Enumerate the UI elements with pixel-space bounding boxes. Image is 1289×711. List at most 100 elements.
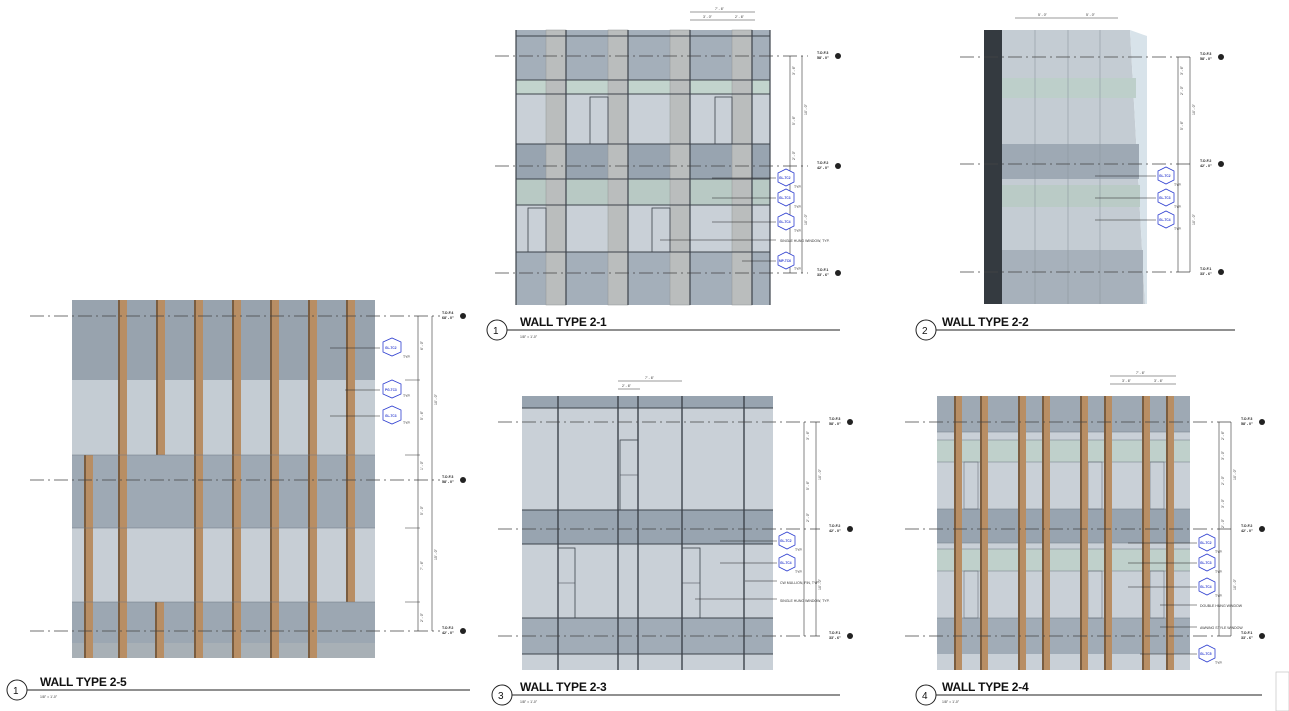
view-title: WALL TYPE 2-2 [942,315,1029,329]
wood-fin-edge [308,300,310,658]
mullion-grid [522,396,773,670]
level-name: T.O.F.3 [1200,52,1211,56]
dim-label: 6' - 0" [420,340,424,350]
level-name: T.O.F.3 [817,51,828,55]
dim-label: 10' - 0" [818,468,822,480]
material-tag-icon [1198,553,1216,572]
level-name: T.O.F.1 [829,631,840,635]
green-band [937,549,1190,571]
level-elevation: 42' - 0" [1200,164,1212,168]
dim-label: 3' - 6" [806,430,810,440]
level-elevation: 58' - 0" [1241,422,1253,426]
note: TYP. [1174,227,1181,231]
view-scale: 1/8" = 1'-0" [40,695,58,699]
wood-fin-edge [346,300,348,602]
level-target-icon [847,633,853,639]
spandrel-band [522,396,773,408]
wood-fin [1018,396,1026,670]
material-tag: GL-TC4 [1200,585,1212,589]
base-band [72,643,375,658]
level-name: T.O.F.4 [442,311,453,315]
view-scale: 1/8" = 1'-0" [520,335,538,339]
wood-fin-edge [156,300,158,455]
level-target-icon [1218,161,1224,167]
wood-fin-edge [954,396,956,670]
material-tag-icon [1198,577,1216,596]
material-tag: GL-TC4 [779,220,791,224]
level-elevation: 42' - 0" [829,529,841,533]
view-number: 3 [498,691,504,702]
material-tag: GL-TC3 [1200,561,1212,565]
wood-fin [308,300,317,658]
material-tag-icon [777,251,795,270]
wood-fin [954,396,962,670]
spandrel-band [522,510,773,544]
note: TYP. [1215,594,1222,598]
elevation-wall-type-2-2: 5' - 0" 5' - 0" 3' - 6" 2' - 0" 5' - 6" … [915,13,1235,341]
pilaster [607,29,629,306]
level-target-icon [1259,633,1265,639]
dim-label: 2' - 6" [735,15,745,19]
level-target-icon [835,163,841,169]
window-frame [714,96,733,145]
level-elevation: 42' - 0" [1241,529,1253,533]
elevation-wall-type-2-3: 7' - 6" 2' - 6" 3' - 6" 5' - 6" 2' - 0" … [491,376,853,706]
note: TYP. [403,421,410,425]
wood-fin-edge [232,300,234,658]
level-elevation: 33' - 6" [1241,636,1253,640]
note: TYP. [1215,570,1222,574]
note: TYP. [794,267,801,271]
material-tag-icon [382,405,402,425]
dim-label: 3' - 6" [792,65,796,75]
dim-label: 10' - 0" [1233,468,1237,480]
level-elevation: 33' - 6" [829,636,841,640]
material-tag-icon [1157,188,1175,207]
wood-fin-edge [1080,396,1082,670]
elevation-wall-type-2-5: 6' - 0" 5' - 6" 1' - 0" 5' - 0" 7' - 6" … [6,300,470,701]
view-number: 4 [922,691,928,702]
material-tag-icon [382,337,402,357]
window-frame [527,207,547,253]
dim-label: 7' - 6" [645,376,655,380]
view-title: WALL TYPE 2-3 [520,680,607,694]
level-target-icon [460,628,466,634]
level-target-icon [847,526,853,532]
material-tag: GL-TC2 [779,176,791,180]
level-target-icon [835,270,841,276]
window-frame [963,570,979,619]
dim-label: 15' - 0" [434,548,438,560]
view-title: WALL TYPE 2-4 [942,680,1029,694]
wood-fin [346,300,355,602]
spandrel-band [937,396,1190,432]
level-name: T.O.F.2 [829,524,840,528]
dim-label: 2' - 6" [1221,430,1225,440]
wood-fin [232,300,241,658]
material-tag: GL-TC3 [385,414,397,418]
wood-fin-edge [1166,396,1168,670]
note: TYP. [403,355,410,359]
material-tag-icon [777,212,795,231]
dim-label: 3' - 6" [1154,379,1164,383]
dim-label: 3' - 0" [1221,450,1225,460]
note: TYP. [1215,550,1222,554]
material-tag: GL-TC5 [1200,652,1212,656]
dim-label: 5' - 0" [1086,13,1096,17]
wood-fin-edge [270,300,272,658]
dim-label: 10' - 0" [804,103,808,115]
wood-fin [156,300,165,455]
wood-fin-edge [1042,396,1044,670]
band-upper-dark [72,300,375,380]
spandrel-band [1000,250,1143,304]
dim-label: 5' - 6" [806,480,810,490]
level-name: T.O.F.2 [1200,159,1211,163]
dim-label: 5' - 6" [792,115,796,125]
material-tag: PG-TC3 [385,388,397,392]
green-band [516,80,770,94]
dim-label: 3' - 0" [703,15,713,19]
view-title: WALL TYPE 2-1 [520,315,607,329]
window-frame [651,207,671,253]
wood-fin [84,455,93,658]
band-upper-light [72,380,375,455]
material-tag-icon [777,168,795,187]
dim-label: 5' - 0" [1038,13,1048,17]
